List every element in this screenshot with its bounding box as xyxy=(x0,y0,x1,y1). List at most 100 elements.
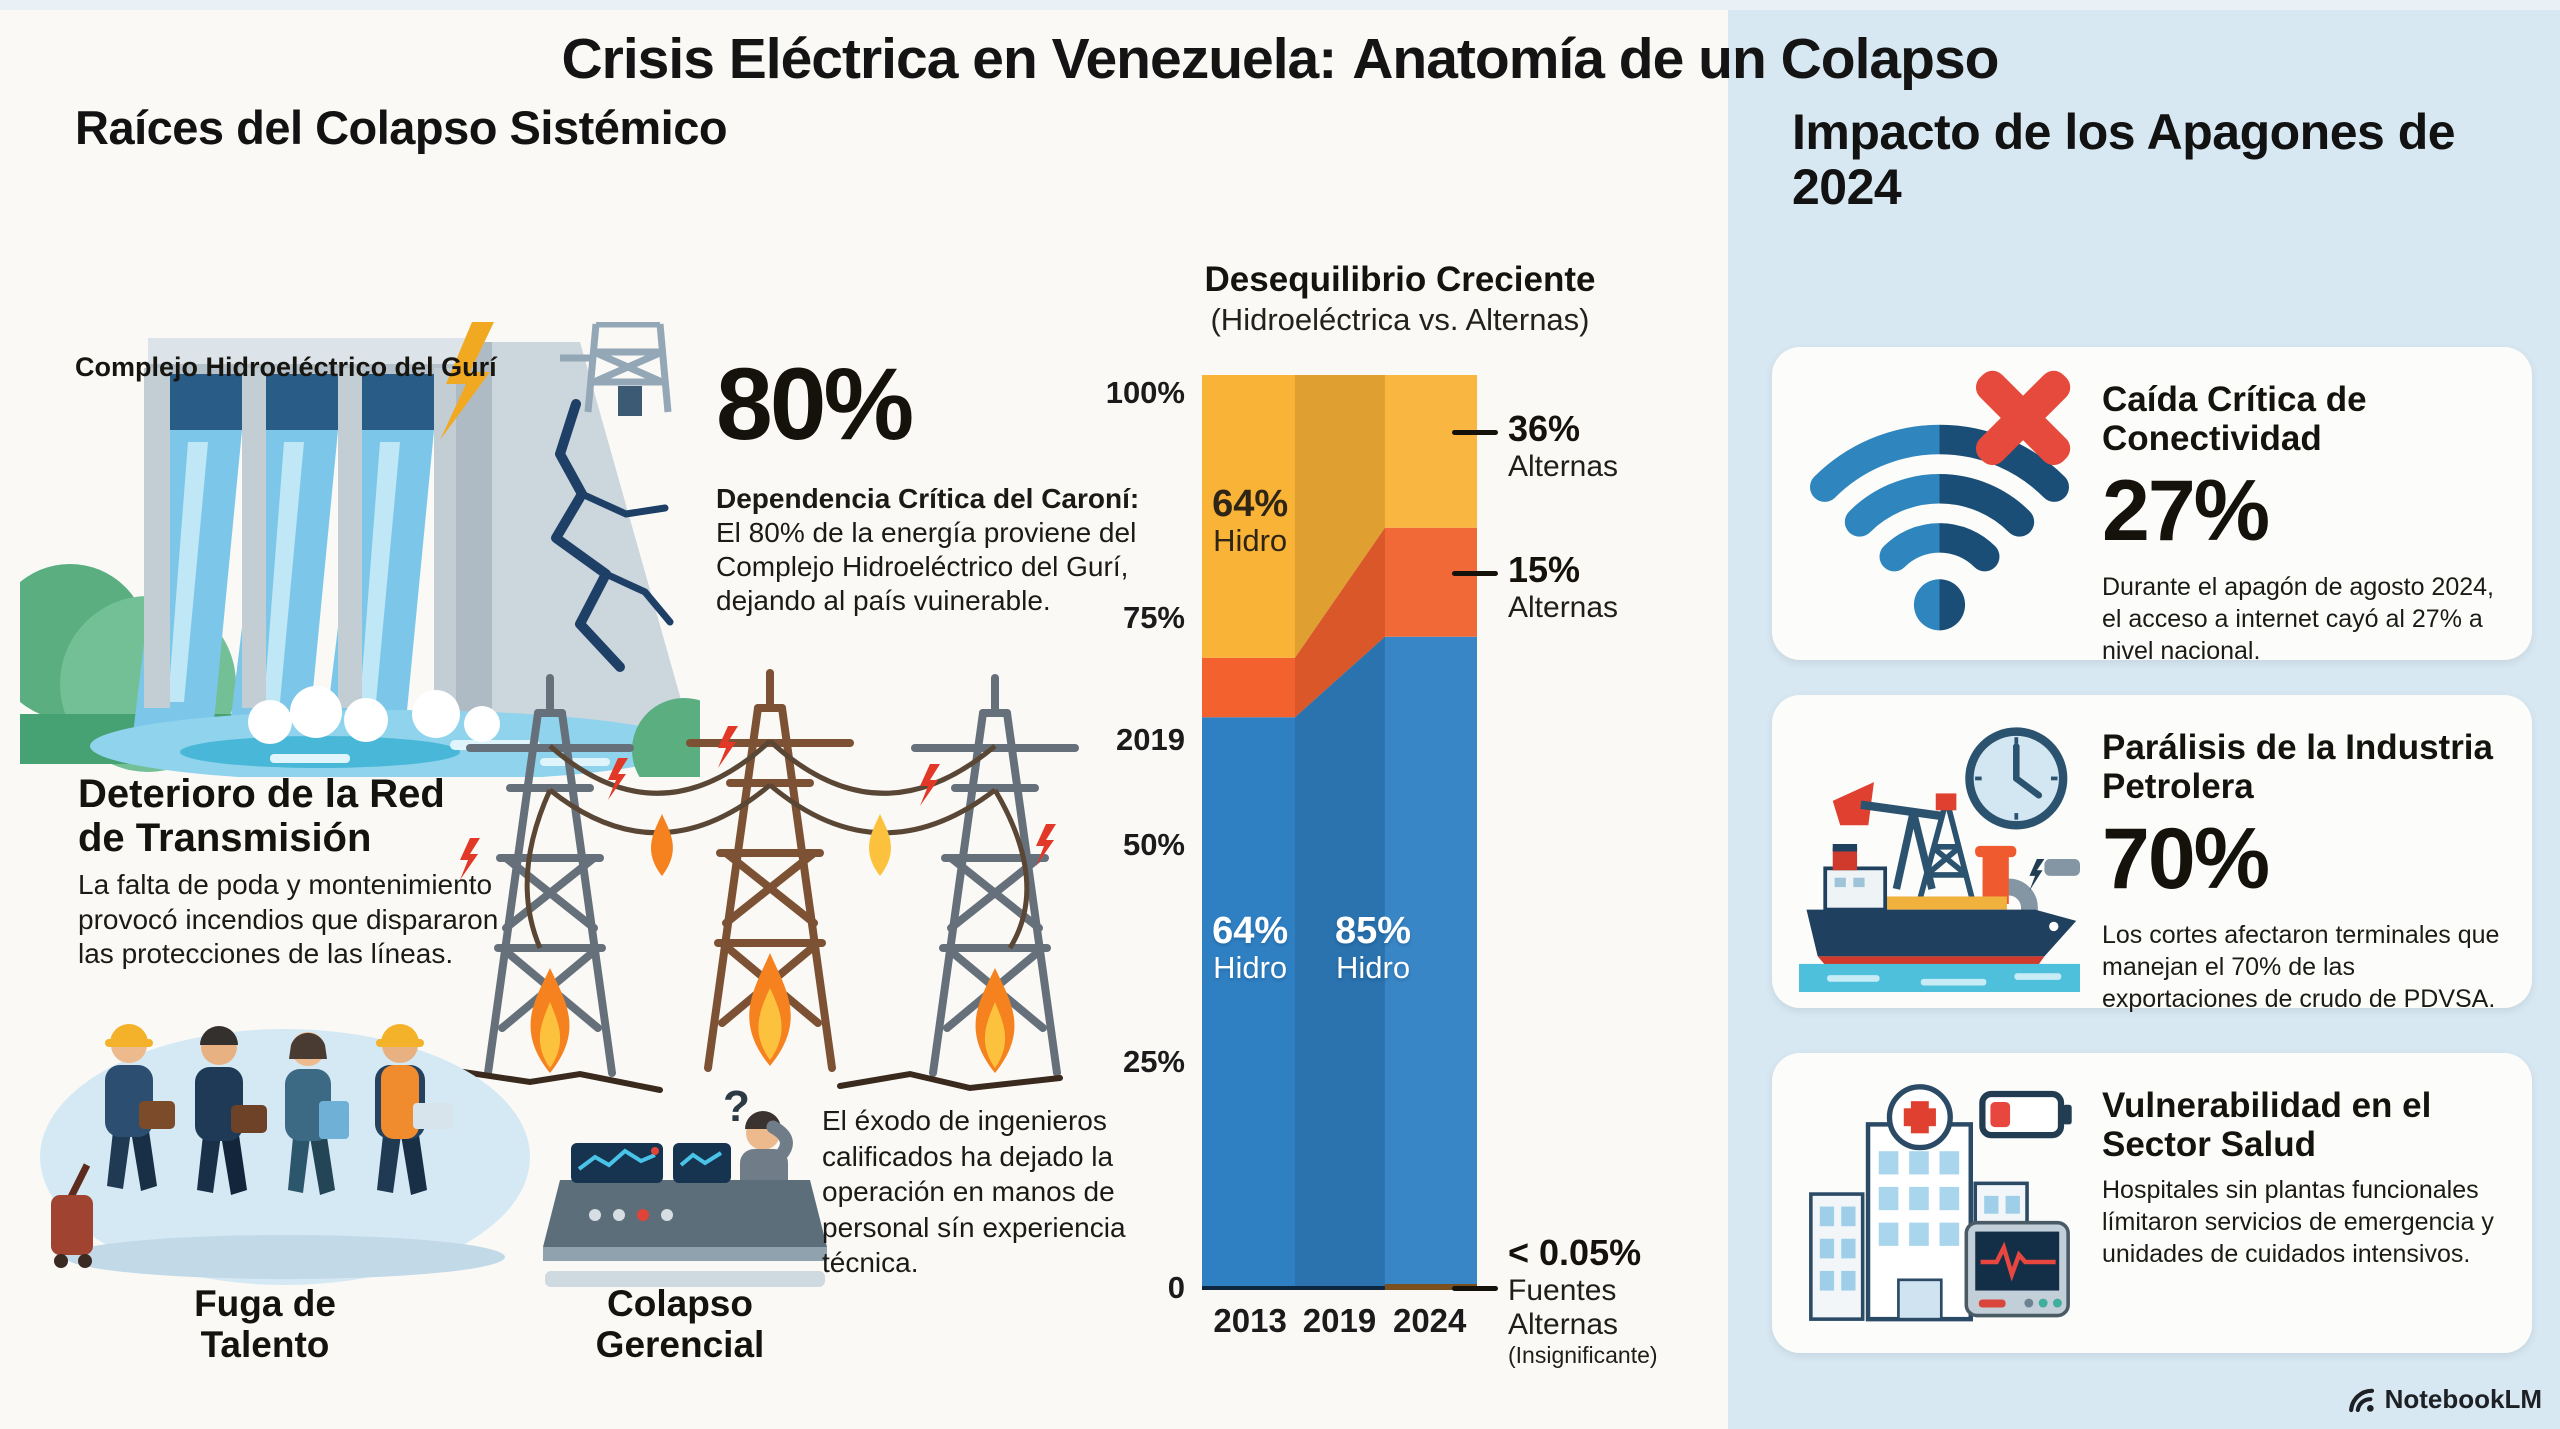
annotation-label: Alternas xyxy=(1508,590,1619,624)
column-shade-2024 xyxy=(1384,375,1477,1290)
card-body: Los cortes afectaron terminales que mane… xyxy=(2102,921,2500,1013)
x-axis: 2013 2019 2024 xyxy=(1202,1302,1477,1346)
management-collapse-illustration: ? xyxy=(535,1082,835,1295)
annotation-value: 36% xyxy=(1508,407,1581,449)
notebooklm-logo-icon xyxy=(2348,1388,2374,1412)
series-label: 64% Hidro xyxy=(1212,484,1288,558)
alternas-baseline-sliver xyxy=(1384,1284,1477,1290)
annotation-dash xyxy=(1452,1286,1498,1292)
dependency-stat-value: 80% xyxy=(716,347,914,461)
card-title: Parálisis de la Industria Petrolera xyxy=(2102,728,2493,806)
wifi-offline-icon xyxy=(1792,363,2087,644)
talent-caption: Fuga de Talento xyxy=(194,1283,336,1366)
dependency-stat-text: Dependencia Crítica del Caroní: El 80% d… xyxy=(716,482,1140,619)
y-tick-label: 75% xyxy=(1122,600,1185,636)
page-title-prefix: Crisis Eléctrica en Venezuela: xyxy=(561,27,1338,91)
flame-icon xyxy=(530,814,1015,1073)
axis-baseline xyxy=(1202,1286,1477,1290)
chart-title: Desequilibrio Creciente xyxy=(1204,260,1596,299)
grid-deterioration-body: La falta de poda y montenimiento provocó… xyxy=(78,869,499,970)
card-value: 70% xyxy=(2102,811,2270,907)
oil-industry-icon xyxy=(1792,711,2087,992)
hospital-icon xyxy=(1792,1069,2087,1337)
series-label: 64% Hidro xyxy=(1212,910,1289,985)
card-health-sector: Vulnerabilidad en el Sector Salud Hospit… xyxy=(1772,1053,2532,1353)
crack-icon xyxy=(551,399,625,672)
dam-caption: Complejo Hidroeléctrico del Gurí xyxy=(75,352,497,382)
left-section-heading: Raíces del Colapso Sistémico xyxy=(75,101,728,154)
impact-heading: Impacto de los Apagones de 2024 xyxy=(1792,104,2456,215)
suitcase-icon xyxy=(51,1163,93,1268)
tower-icon xyxy=(466,674,634,1077)
annotation-text: 36% Alternas xyxy=(1508,408,1668,484)
notebooklm-label: NotebookLM xyxy=(2384,1384,2542,1414)
y-tick-label: 0 xyxy=(1167,1270,1185,1306)
grid-deterioration-heading: Deterioro de la Red de Transmisión xyxy=(78,772,445,860)
y-tick-label: 2019 xyxy=(1116,722,1185,758)
worker-figure xyxy=(105,1024,175,1191)
x-tick-label: 2024 xyxy=(1392,1302,1467,1339)
control-console xyxy=(543,1180,827,1247)
series-label-name: Hidro xyxy=(1213,949,1288,985)
annotation-value: 15% xyxy=(1508,548,1581,590)
question-mark-icon: ? xyxy=(723,1085,750,1131)
annotation-sub: (Insignificante) xyxy=(1508,1341,1658,1368)
annotation-text: 15% Alternas xyxy=(1508,549,1668,625)
annotation-label: Fuentes Alternas xyxy=(1508,1274,1619,1341)
dependency-stat-body: El 80% de la energía proviene del Comple… xyxy=(716,517,1137,617)
series-label-name: Hidro xyxy=(1213,522,1288,558)
area-hidro xyxy=(1202,636,1477,1290)
stacked-area-plot: 64% Hidro 64% Hidro 85% Hidro xyxy=(1202,375,1477,1290)
top-strip xyxy=(0,0,2560,10)
annotation-label: Alternas xyxy=(1508,449,1619,483)
page-title-emphasis: Anatomía de un Colapso xyxy=(1352,27,1999,91)
talent-flight-illustration xyxy=(35,1005,535,1290)
broken-pipe-icon xyxy=(1982,858,2080,916)
series-label-value: 64% xyxy=(1212,910,1289,953)
dependency-stat-lead: Dependencia Crítica del Caroní: xyxy=(716,483,1140,514)
card-body: Durante el apagón de agosto 2024, el acc… xyxy=(2102,573,2494,665)
x-tick-label: 2013 xyxy=(1213,1302,1287,1339)
y-axis: 100% 75% 2019 50% 25% 0 xyxy=(1045,375,1185,1305)
spark-icon xyxy=(460,726,1056,880)
exodus-body: El éxodo de ingenieros calificados ha de… xyxy=(822,1105,1126,1279)
management-caption: Colapso Gerencial xyxy=(595,1283,765,1366)
y-tick-label: 50% xyxy=(1122,827,1185,863)
derrick-icon xyxy=(1916,807,1976,904)
annotation-dash xyxy=(1452,429,1498,435)
area-alternas-top xyxy=(1202,375,1477,658)
annotation-dash xyxy=(1452,570,1498,576)
worker-figure xyxy=(195,1026,267,1195)
chart-annotation: < 0.05% Fuentes Alternas (Insignificante) xyxy=(1452,1232,1668,1368)
chart-annotation: 15% Alternas xyxy=(1452,549,1668,625)
pump-jack-icon xyxy=(1832,782,1942,890)
worker-figure xyxy=(285,1032,349,1195)
transmission-mast-icon xyxy=(560,320,672,413)
y-tick-label: 100% xyxy=(1105,375,1185,411)
worker-figure xyxy=(375,1024,453,1195)
series-label-name: Hidro xyxy=(1336,949,1411,985)
column-shade-2019 xyxy=(1294,375,1385,1290)
card-body: Hospitales sin plantas funcionales límit… xyxy=(2102,1176,2494,1268)
notebooklm-brand: NotebookLM xyxy=(2347,1384,2542,1415)
x-tick-label: 2019 xyxy=(1302,1302,1377,1339)
card-title: Caída Crítica de Conectividad xyxy=(2102,380,2367,458)
low-battery-icon xyxy=(1979,1090,2072,1139)
chart-annotation: 36% Alternas xyxy=(1452,408,1668,484)
chart-annotations: 36% Alternas 15% Alternas < 0.05% Fuentes Alt… xyxy=(1452,375,1702,1368)
annotation-value: < 0.05% xyxy=(1508,1232,1642,1274)
chart-subtitle: (Hidroeléctrica vs. Alternas) xyxy=(1210,302,1590,337)
red-x-icon xyxy=(1975,370,2071,466)
burning-towers-illustration xyxy=(410,618,1130,1096)
card-oil-industry: Parálisis de la Industria Petrolera 70% … xyxy=(1772,695,2532,1013)
card-value: 27% xyxy=(2102,463,2270,559)
stack-icon xyxy=(1982,851,2009,904)
heart-monitor-icon xyxy=(1964,1220,2070,1318)
card-title: Vulnerabilidad en el Sector Salud xyxy=(2102,1086,2432,1164)
lightning-bolt-icon xyxy=(440,322,494,440)
area-alternas-band xyxy=(1202,527,1477,718)
ground-crack-icon xyxy=(447,1067,1063,1093)
annotation-text: < 0.05% Fuentes Alternas (Insignificante) xyxy=(1508,1232,1668,1368)
page-title: Crisis Eléctrica en Venezuela: Anatomía d… xyxy=(0,26,2560,92)
